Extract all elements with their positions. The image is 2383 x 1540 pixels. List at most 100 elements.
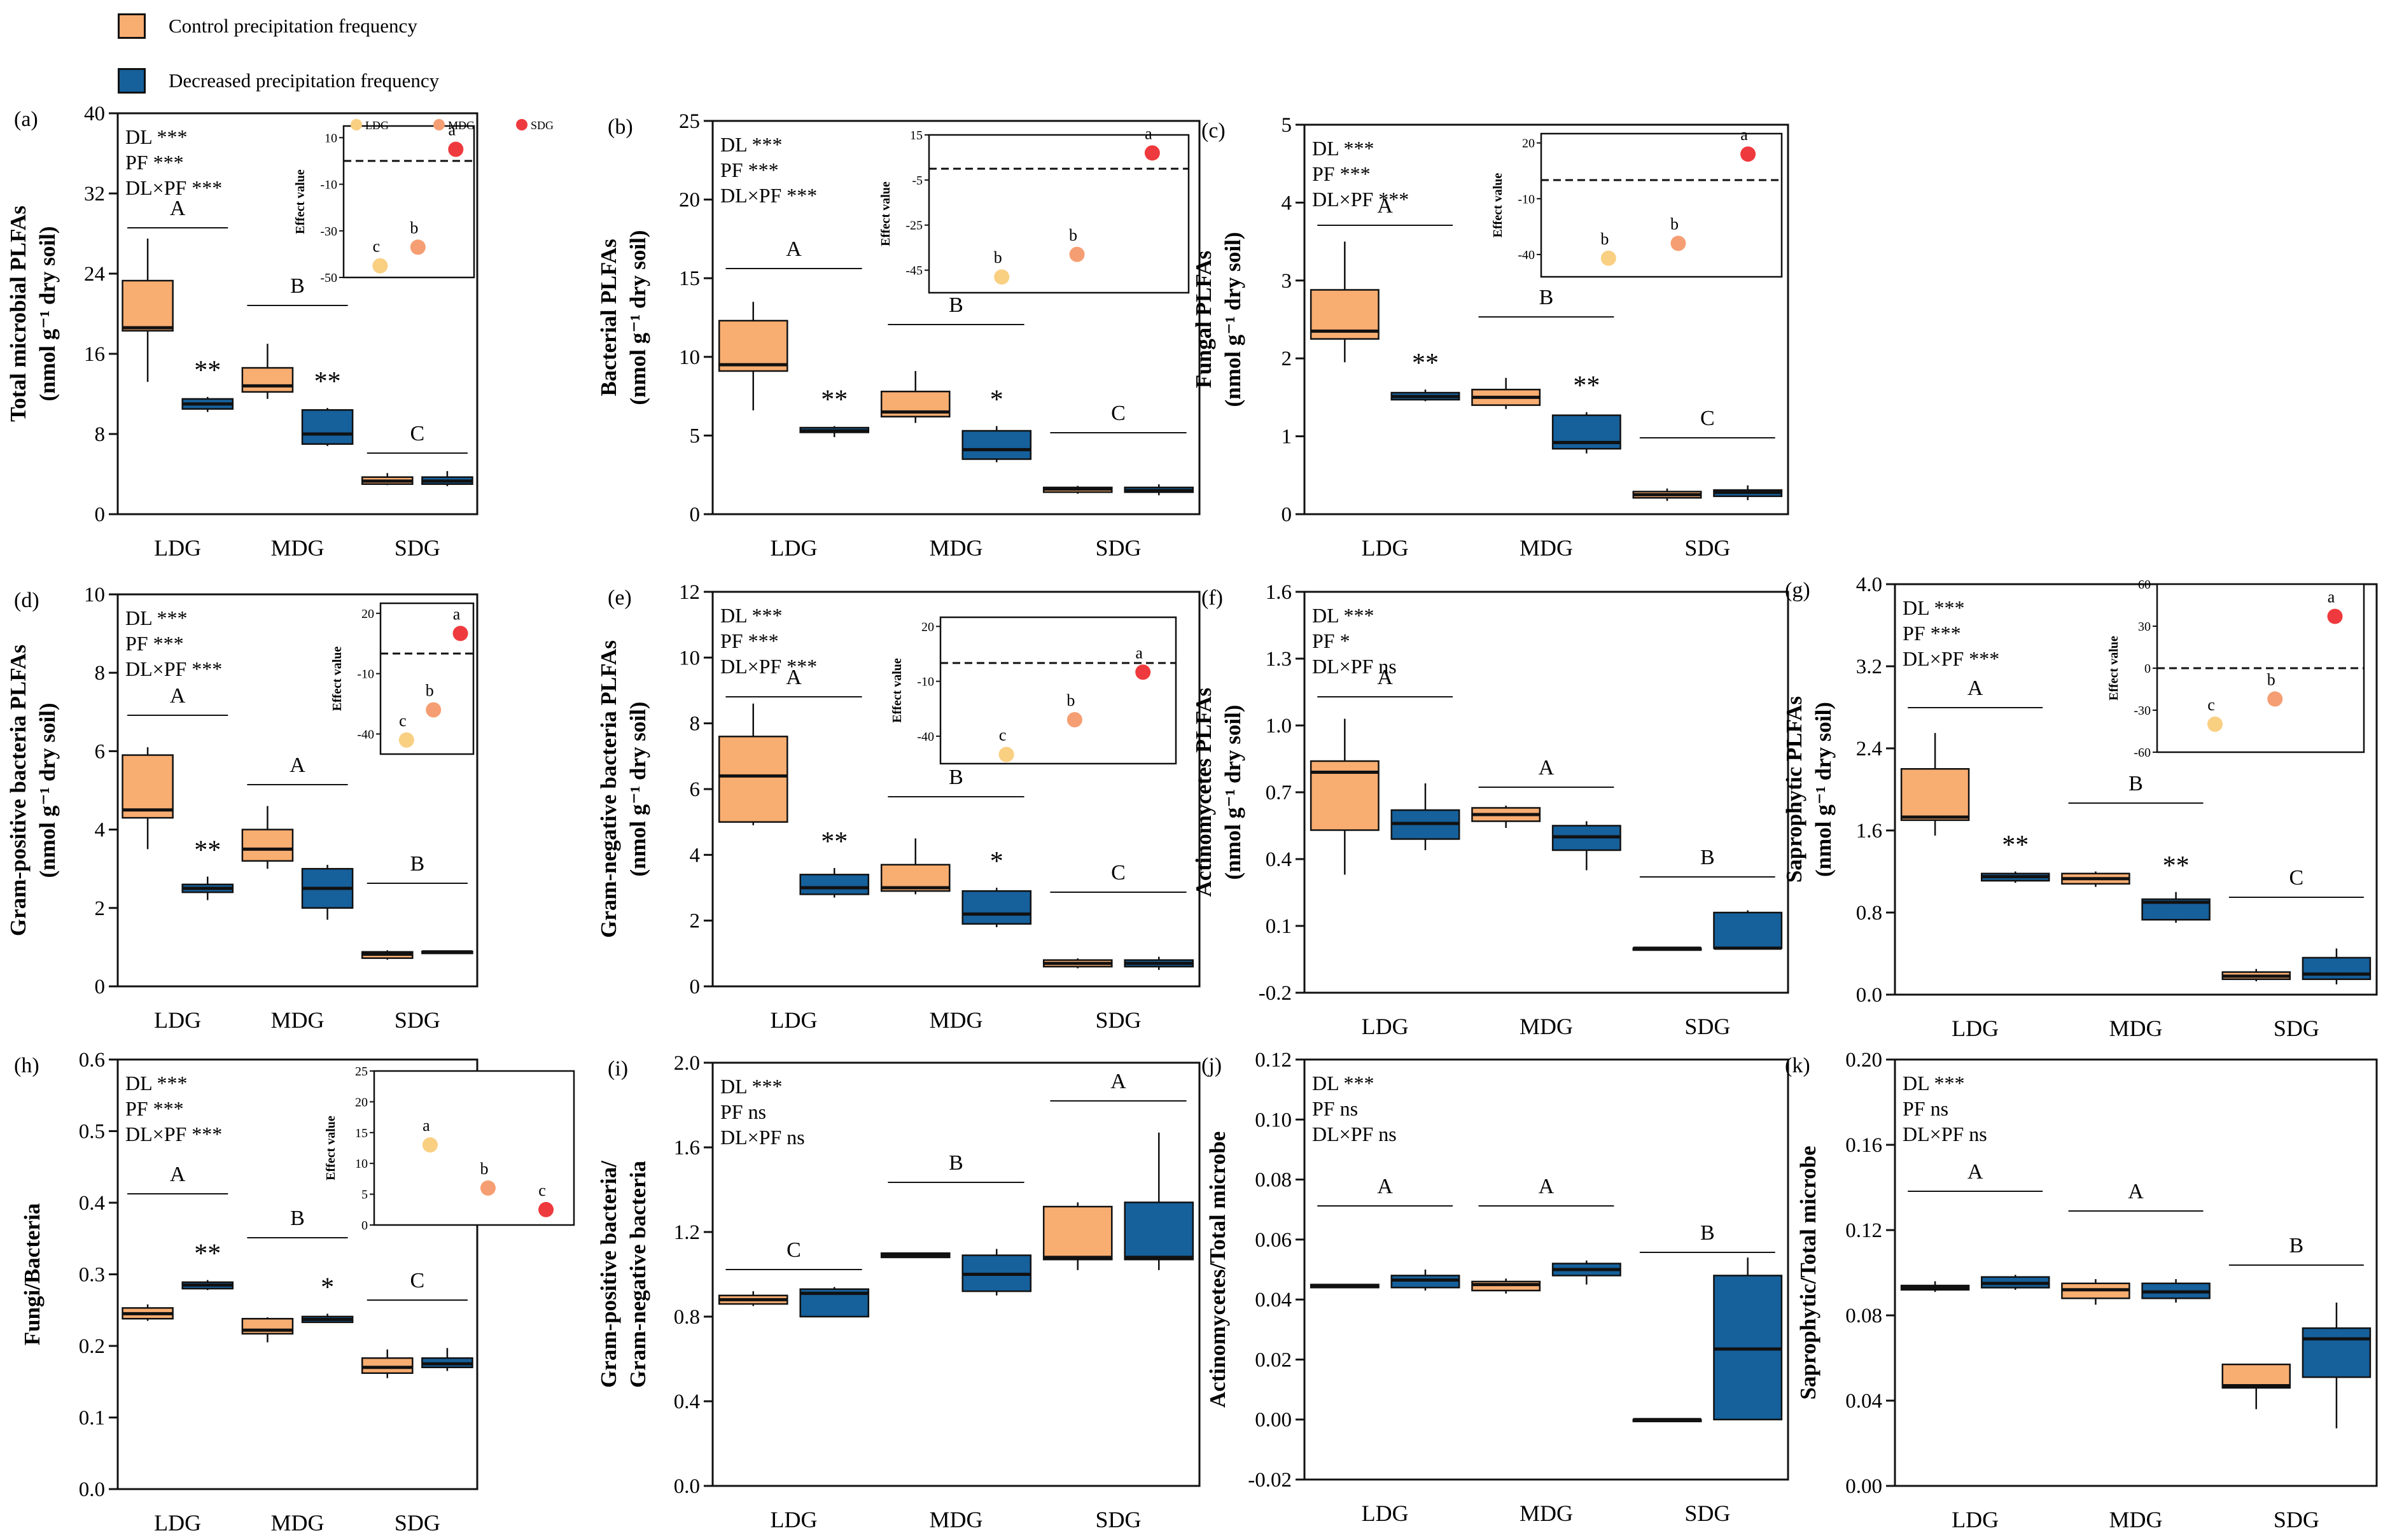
group-letter: B — [2128, 772, 2143, 795]
effect-letter: b — [994, 248, 1002, 267]
effect-letter: a — [423, 1116, 430, 1135]
y-tick-label: 4.0 — [1856, 573, 1882, 596]
y-tick-label: 0.06 — [1255, 1229, 1292, 1252]
group-letter: B — [1700, 846, 1715, 869]
chart-panel: (j) -0.02 0.00 0.02 0.04 0.06 0.08 0.10 0.12 Acti… — [1201, 1049, 1789, 1526]
box-control — [2221, 1363, 2291, 1410]
effect-inset: 20 -10 -40 Effect value c b a — [330, 602, 475, 755]
inset-y-label: Effect value — [890, 658, 904, 723]
box-decreased — [799, 426, 870, 437]
effect-letter: b — [1069, 226, 1077, 244]
box-control — [361, 1349, 414, 1378]
y-tick-label: 1.3 — [1266, 648, 1292, 671]
y-tick-label: 32 — [84, 183, 105, 206]
effect-dot — [994, 269, 1010, 285]
group-letter: A — [1967, 1160, 1983, 1184]
inset-y-label: Effect value — [330, 647, 344, 711]
inset-tick-label: -5 — [912, 174, 923, 188]
box-control — [2221, 969, 2291, 982]
y-axis-label: Actinomycetes/Total microbe — [1205, 1131, 1230, 1408]
group-letter: C — [1111, 402, 1126, 425]
box-decreased — [301, 865, 354, 920]
y-tick-label: 0.00 — [1255, 1409, 1292, 1432]
effect-letter: c — [373, 237, 381, 256]
group-letter: C — [2289, 866, 2303, 890]
y-tick-label: 0.12 — [1255, 1049, 1292, 1072]
effect-letter: c — [999, 726, 1007, 745]
group-letter: A — [1539, 756, 1555, 780]
legend-swatch-control — [118, 13, 146, 39]
chart-panel: (h) 0.0 0.1 0.2 0.3 0.4 0.5 0.6 Fungi/Bacteria LD… — [14, 1049, 575, 1536]
box-control — [880, 838, 951, 895]
y-axis-label: Gram-positive bacteria/ — [596, 1160, 621, 1388]
inset-legend-label: LDG — [365, 119, 389, 132]
x-tick-label: MDG — [929, 1507, 982, 1532]
y-axis-label: (nmol g⁻¹ dry soil) — [1220, 705, 1245, 880]
inset-tick-label: 0 — [361, 1219, 368, 1233]
x-tick-label: SDG — [2274, 1016, 2319, 1041]
group-letter: A — [2128, 1180, 2144, 1203]
y-tick-label: 0.00 — [1845, 1475, 1882, 1498]
inset-legend-label: SDG — [531, 119, 554, 132]
x-tick-label: SDG — [2274, 1507, 2319, 1532]
panel-label: (g) — [1785, 578, 1810, 602]
y-tick-label: -0.02 — [1248, 1469, 1292, 1492]
stats-text: PF *** — [125, 151, 184, 174]
effect-letter: b — [2267, 670, 2275, 689]
box-decreased — [1124, 484, 1194, 496]
effect-dot — [1066, 712, 1082, 727]
box-body — [122, 279, 174, 332]
stats-text: DL×PF ns — [1903, 1123, 1987, 1145]
group-letter: A — [786, 666, 802, 689]
y-tick-label: 0.02 — [1255, 1348, 1292, 1371]
box-decreased — [1390, 783, 1460, 850]
y-tick-label: 16 — [84, 343, 105, 366]
box-body — [961, 430, 1032, 460]
y-tick-label: 8 — [690, 713, 701, 736]
inset-frame — [939, 616, 1177, 765]
x-tick-label: LDG — [1952, 1016, 1999, 1041]
x-tick-label: MDG — [1520, 1014, 1573, 1039]
box-decreased — [181, 1280, 234, 1291]
box-decreased — [1713, 910, 1783, 950]
inset-legend-label: MDG — [448, 119, 475, 132]
x-tick-label: SDG — [1095, 1507, 1141, 1532]
inset-tick-label: 25 — [355, 1065, 368, 1079]
y-tick-label: 3.2 — [1856, 655, 1882, 678]
box-decreased — [799, 868, 870, 898]
y-tick-label: 5 — [1282, 114, 1292, 137]
group-letter: B — [1700, 1221, 1715, 1245]
effect-letter: b — [410, 218, 418, 237]
panel-label: (h) — [14, 1054, 39, 1077]
panel-label: (c) — [1201, 119, 1226, 143]
x-tick-label: LDG — [1952, 1507, 1999, 1532]
effect-letter: a — [2328, 588, 2335, 606]
group-letter: A — [170, 1163, 186, 1186]
box-control — [1632, 946, 1702, 951]
inset-legend-dot — [433, 119, 445, 130]
box-decreased — [181, 396, 234, 412]
inset-tick-label: -60 — [2134, 746, 2151, 760]
stats-text: DL×PF *** — [720, 655, 817, 678]
inset-tick-label: -30 — [2134, 704, 2151, 718]
box-body — [241, 367, 294, 393]
y-tick-label: 0.8 — [1856, 902, 1882, 925]
y-tick-label: 15 — [679, 267, 700, 290]
box-decreased — [421, 950, 473, 955]
box-control — [1900, 732, 1970, 836]
y-tick-label: 0 — [690, 976, 701, 998]
significance-marker: ** — [821, 386, 848, 415]
y-tick-label: 0.4 — [674, 1390, 700, 1413]
inset-tick-label: -40 — [1518, 248, 1535, 262]
effect-letter: b — [1600, 230, 1609, 248]
box-control — [1471, 806, 1541, 828]
y-tick-label: 0.04 — [1255, 1289, 1292, 1312]
inset-frame — [373, 1070, 575, 1226]
stats-text: PF *** — [720, 158, 779, 181]
group-letter: A — [786, 237, 802, 261]
stats-text: DL×PF *** — [125, 657, 222, 680]
box-body — [361, 1357, 414, 1374]
effect-dot — [2207, 717, 2223, 732]
inset-y-label: Effect value — [2107, 636, 2121, 701]
box-control — [122, 747, 174, 850]
